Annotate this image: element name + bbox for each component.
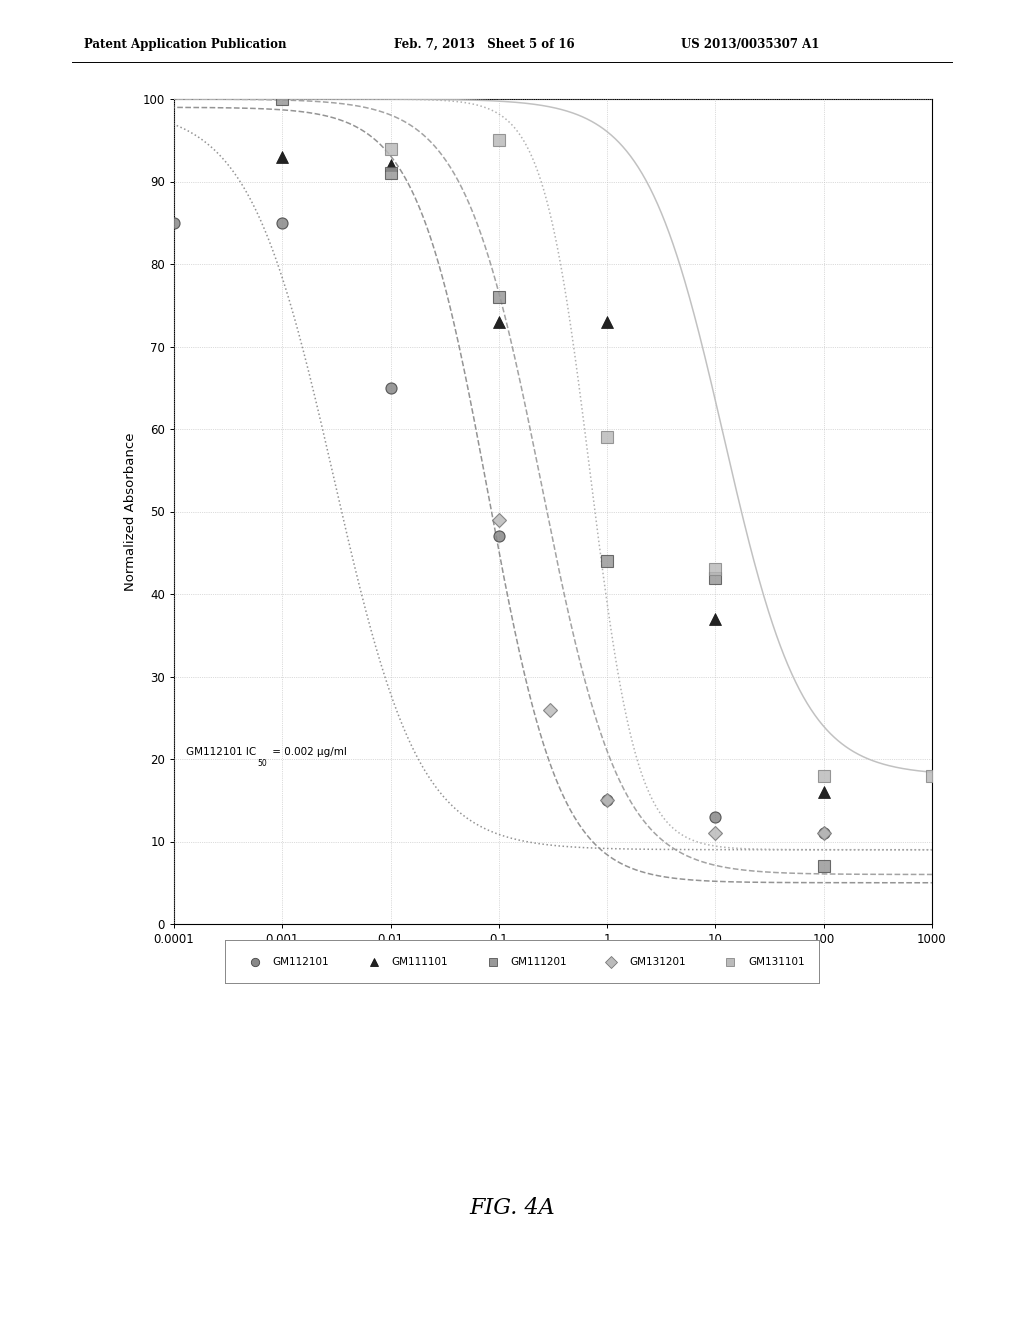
X-axis label: μg/ml: μg/ml: [534, 952, 572, 966]
Text: Feb. 7, 2013   Sheet 5 of 16: Feb. 7, 2013 Sheet 5 of 16: [394, 38, 574, 51]
Text: FIG. 4A: FIG. 4A: [469, 1197, 555, 1220]
Text: 50: 50: [257, 759, 267, 768]
Text: GM111201: GM111201: [510, 957, 567, 966]
Text: = 0.002 μg/ml: = 0.002 μg/ml: [269, 747, 347, 756]
Text: GM112101: GM112101: [272, 957, 330, 966]
Text: Patent Application Publication: Patent Application Publication: [84, 38, 287, 51]
Y-axis label: Normalized Absorbance: Normalized Absorbance: [124, 432, 137, 591]
Text: GM111101: GM111101: [391, 957, 449, 966]
Text: GM112101 IC: GM112101 IC: [186, 747, 257, 756]
Text: US 2013/0035307 A1: US 2013/0035307 A1: [681, 38, 819, 51]
Text: GM131201: GM131201: [629, 957, 686, 966]
Text: GM131101: GM131101: [748, 957, 805, 966]
